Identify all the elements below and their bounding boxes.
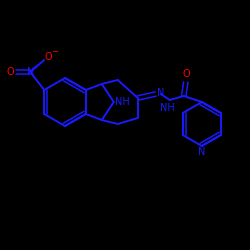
Text: +: + [32,64,38,70]
Text: NH: NH [116,97,130,107]
Text: NH: NH [160,103,175,113]
Text: −: − [51,48,58,56]
Text: O: O [183,69,190,79]
Text: N: N [26,67,34,77]
Text: O: O [44,52,52,62]
Text: N: N [198,147,205,157]
Text: N: N [157,88,164,98]
Text: O: O [6,67,14,77]
